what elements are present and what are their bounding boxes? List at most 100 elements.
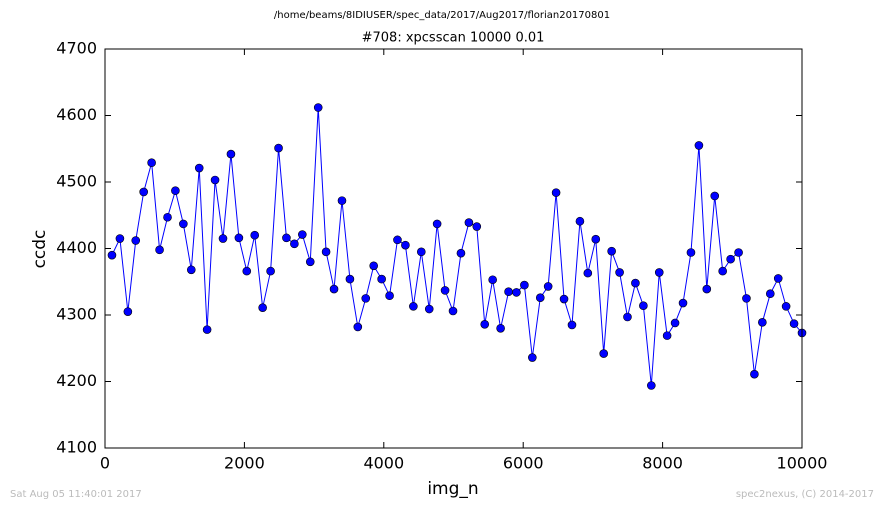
chart-subtitle: #708: xpcsscan 10000 0.01 <box>362 31 545 46</box>
x-tick-label: 10000 <box>777 454 828 473</box>
point <box>464 218 474 227</box>
point <box>551 188 561 197</box>
point <box>210 175 220 185</box>
point <box>115 234 125 243</box>
point <box>456 248 466 258</box>
point <box>329 284 339 294</box>
point <box>305 257 315 267</box>
point <box>123 307 133 316</box>
point <box>631 278 640 288</box>
point <box>488 275 497 285</box>
y-tick-label: 4400 <box>56 238 97 257</box>
point <box>321 247 331 257</box>
point <box>726 254 735 264</box>
point <box>559 294 569 304</box>
point <box>218 234 228 243</box>
point <box>734 248 743 257</box>
point <box>361 294 371 303</box>
point <box>472 222 482 231</box>
point <box>345 274 355 284</box>
point <box>242 266 252 276</box>
point <box>416 247 426 257</box>
point <box>401 240 410 250</box>
point <box>758 318 767 327</box>
point <box>591 234 601 244</box>
point <box>202 325 212 334</box>
point <box>290 239 299 249</box>
point <box>186 265 196 275</box>
point <box>567 320 577 330</box>
series-line <box>111 107 803 386</box>
point <box>337 196 347 205</box>
y-tick-label: 4100 <box>56 438 97 457</box>
x-axis-label: img_n <box>427 479 478 499</box>
point <box>496 323 505 333</box>
point <box>504 287 513 297</box>
point <box>250 230 260 240</box>
point <box>528 353 537 362</box>
plot-frame <box>104 48 803 449</box>
y-tick-label: 4700 <box>56 39 97 58</box>
point <box>226 149 236 159</box>
point <box>298 230 307 239</box>
point <box>781 302 791 311</box>
point <box>194 163 204 173</box>
point <box>583 268 593 278</box>
point <box>543 282 553 291</box>
point <box>448 306 458 316</box>
point <box>432 219 442 229</box>
point <box>258 303 267 312</box>
point <box>694 141 704 150</box>
y-tick-label: 4200 <box>56 371 97 390</box>
point <box>147 158 156 168</box>
point <box>789 319 799 328</box>
point <box>369 261 378 271</box>
point <box>742 294 751 303</box>
point <box>171 186 180 195</box>
point <box>647 381 656 390</box>
point <box>274 143 283 153</box>
x-tick-label: 0 <box>100 454 110 473</box>
point <box>654 268 664 277</box>
x-tick-label: 4000 <box>363 454 404 473</box>
point <box>662 331 672 340</box>
point <box>234 233 244 243</box>
point <box>520 280 529 290</box>
point <box>678 298 688 308</box>
point <box>155 245 164 255</box>
chart-title: /home/beams/8IDIUSER/spec_data/2017/Aug2… <box>274 10 610 21</box>
point <box>282 233 291 243</box>
point <box>163 212 172 222</box>
point <box>313 103 323 112</box>
point <box>639 301 648 310</box>
x-tick-label: 8000 <box>642 454 683 473</box>
x-tick-label: 6000 <box>503 454 544 473</box>
point <box>702 284 712 294</box>
point <box>535 293 545 303</box>
point <box>718 266 727 276</box>
point <box>385 291 394 301</box>
point <box>607 246 616 256</box>
point <box>131 236 141 245</box>
point <box>575 216 585 226</box>
y-axis-label: ccdc <box>30 230 50 269</box>
point <box>440 286 450 295</box>
point <box>179 219 188 229</box>
point <box>353 322 363 332</box>
point <box>424 304 434 314</box>
y-tick-label: 4600 <box>56 105 97 124</box>
point <box>139 187 148 197</box>
point <box>615 268 624 277</box>
point <box>266 266 275 276</box>
point <box>599 349 609 358</box>
point <box>377 274 386 284</box>
point <box>512 288 521 297</box>
point <box>480 320 490 329</box>
x-tick-label: 2000 <box>224 454 265 473</box>
point <box>393 235 402 245</box>
point <box>773 274 783 283</box>
footer-right: spec2nexus, (C) 2014-2017 <box>736 489 874 500</box>
point <box>670 318 680 328</box>
